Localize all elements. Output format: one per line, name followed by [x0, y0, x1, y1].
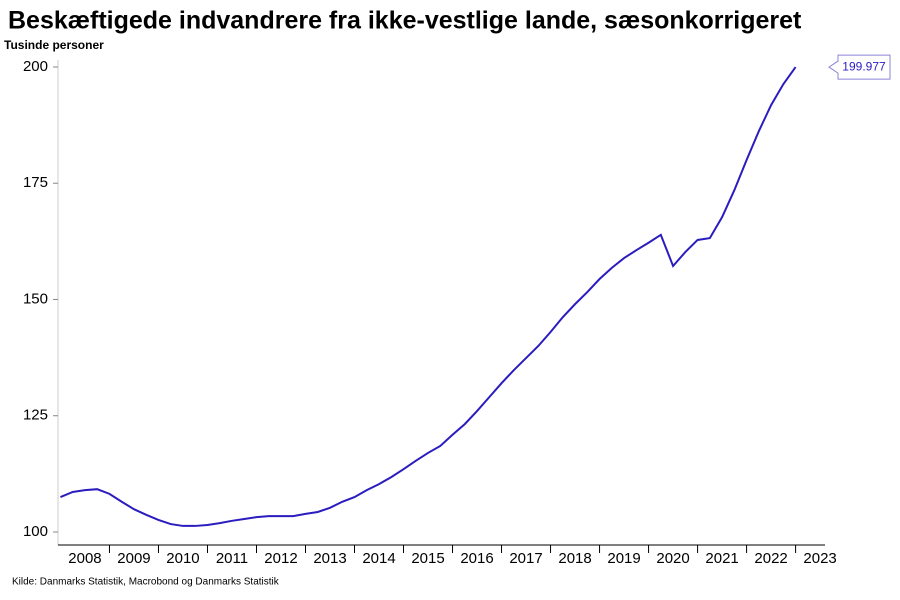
x-tick-label: 2021	[705, 550, 738, 567]
x-tick-label: 2016	[460, 550, 493, 567]
y-tick-label: 150	[23, 290, 48, 307]
x-tick-label: 2012	[264, 550, 297, 567]
y-axis-label: Tusinde personer	[4, 38, 104, 52]
source: Kilde: Danmarks Statistik, Macrobond og …	[12, 577, 280, 588]
x-tick-label: 2013	[313, 550, 346, 567]
x-tick-label: 2018	[558, 550, 591, 567]
x-tick-label: 2022	[754, 550, 787, 567]
x-tick-label: 2019	[607, 550, 640, 567]
line	[60, 66, 797, 527]
value-label: 199.977	[842, 59, 886, 73]
x-tick-label: 2015	[411, 550, 444, 567]
x-tick-label: 2008	[68, 550, 101, 567]
y-tick-label: 100	[23, 523, 48, 540]
x-tick-label: 2011	[216, 550, 248, 567]
y-tick-label: 125	[23, 407, 48, 424]
y-tick-label: 175	[23, 174, 48, 191]
x-tick-label: 2017	[509, 550, 542, 567]
x-tick-label: 2009	[117, 550, 150, 567]
y-tick-label: 200	[23, 58, 48, 75]
chart-title: Beskæftigede indvandrere fra ikke-vestli…	[8, 7, 802, 35]
value-label-box	[828, 54, 891, 80]
x-tick-label: 2023	[803, 550, 836, 567]
x-tick-label: 2020	[656, 550, 689, 567]
x-tick-label: 2010	[166, 550, 199, 567]
x-tick-label: 2014	[362, 550, 395, 567]
